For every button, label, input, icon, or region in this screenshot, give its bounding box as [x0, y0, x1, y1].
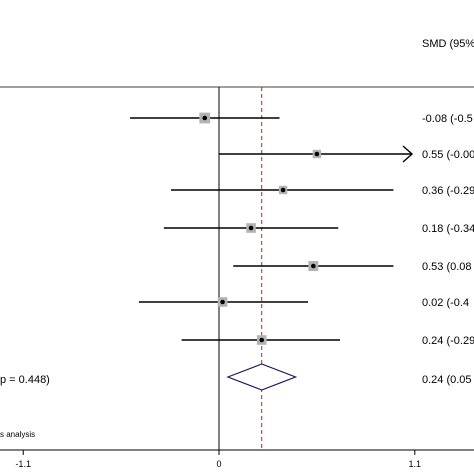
- summary-diamond: [226, 363, 298, 391]
- x-tick-label: -1.1: [15, 459, 31, 469]
- study-estimate-label: 0.24 (-0.29: [422, 335, 474, 347]
- study-estimate-label: 0.55 (-0.00: [422, 149, 474, 161]
- x-tick-label: 1.1: [409, 459, 422, 469]
- summary-label: 0.24 (0.05: [422, 374, 472, 386]
- footnote: s analysis: [0, 430, 35, 439]
- point-estimate: [202, 115, 208, 121]
- study-estimate-label: -0.08 (-0.5: [422, 113, 473, 125]
- study-estimate-label: 0.53 (0.08: [422, 261, 472, 273]
- study-estimate-label: 0.02 (-0.4: [422, 297, 469, 309]
- point-estimate: [248, 225, 254, 231]
- point-estimate: [220, 299, 225, 305]
- x-tick-label: 0: [216, 459, 221, 469]
- x-axis-ticks: -1.1 0 1.1: [15, 450, 421, 469]
- point-estimate: [311, 263, 316, 269]
- point-estimate: [259, 337, 265, 343]
- column-header-smd: SMD (95%: [422, 38, 474, 50]
- ci-arrow: [402, 145, 414, 163]
- point-estimate: [314, 151, 320, 157]
- heterogeneity-label: p = 0.448): [0, 374, 50, 386]
- study-estimate-label: 0.36 (-0.29: [422, 185, 474, 197]
- study-rows: -0.08 (-0.5 0.55 (-0.00 0.36 (-0.29 0.18 (-…: [130, 112, 474, 347]
- study-estimate-label: 0.18 (-0.34: [422, 223, 474, 235]
- point-estimate: [280, 187, 286, 193]
